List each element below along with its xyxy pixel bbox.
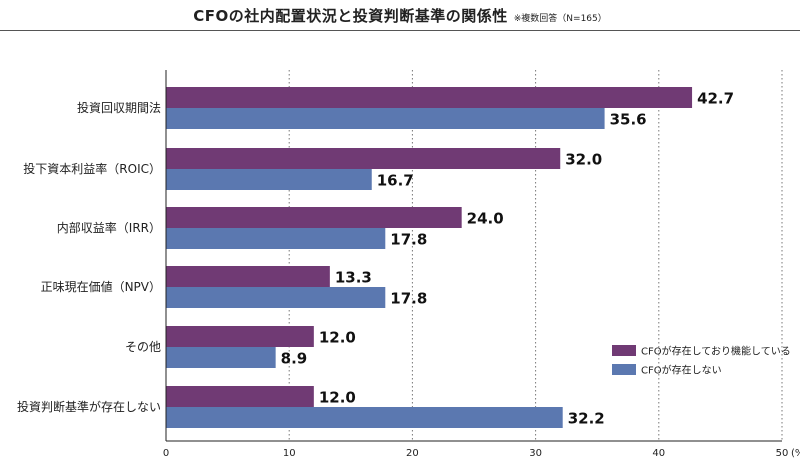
bar-cfo-exists <box>166 386 314 407</box>
bar-cfo-exists <box>166 148 561 169</box>
category-label: 投資判断基準が存在しない <box>17 399 161 414</box>
data-label: 8.9 <box>281 350 308 368</box>
x-tick-label: 10 <box>283 448 296 459</box>
bar-cfo-exists <box>166 266 330 287</box>
bar-no-cfo <box>166 169 372 190</box>
x-tick-label: 20 <box>406 448 419 459</box>
data-label: 17.8 <box>390 290 427 308</box>
data-label: 24.0 <box>467 210 504 228</box>
title-rule <box>0 30 800 31</box>
category-label: その他 <box>125 340 161 354</box>
bar-cfo-exists <box>166 207 462 228</box>
chart-title: CFOの社内配置状況と投資判断基準の関係性 <box>193 7 508 25</box>
bar-no-cfo <box>166 407 563 428</box>
chart-header: CFOの社内配置状況と投資判断基準の関係性 ※複数回答（N=165） <box>0 5 800 26</box>
legend-label: CFOが存在しない <box>641 364 722 377</box>
data-label: 17.8 <box>390 231 427 249</box>
data-label: 12.0 <box>319 389 356 407</box>
data-label: 12.0 <box>319 329 356 347</box>
bar-cfo-exists <box>166 326 314 347</box>
x-tick-label: 40 <box>652 448 665 459</box>
category-label: 内部収益率（IRR） <box>57 220 161 235</box>
bar-no-cfo <box>166 228 386 249</box>
data-label: 16.7 <box>377 172 414 190</box>
bar-cfo-exists <box>166 87 693 108</box>
data-label: 32.0 <box>565 151 602 169</box>
x-tick-label: 30 <box>529 448 542 459</box>
x-tick-label: 0 <box>163 448 169 459</box>
category-label: 投資回収期間法 <box>77 100 161 115</box>
x-tick-label: 50 <box>776 448 789 459</box>
bar-no-cfo <box>166 287 386 308</box>
data-label: 32.2 <box>568 410 605 428</box>
data-label: 13.3 <box>335 269 372 287</box>
category-label: 投下資本利益率（ROIC） <box>23 161 161 176</box>
x-unit-label: (%) <box>791 448 800 459</box>
bar-no-cfo <box>166 108 605 129</box>
legend-swatch <box>612 364 636 375</box>
bar-no-cfo <box>166 347 276 368</box>
data-label: 42.7 <box>697 90 734 108</box>
legend-label: CFOが存在しており機能している <box>641 345 791 358</box>
legend-swatch <box>612 345 636 356</box>
category-label: 正味現在価値（NPV） <box>41 279 161 294</box>
chart-note: ※複数回答（N=165） <box>513 14 607 24</box>
data-label: 35.6 <box>610 111 647 129</box>
